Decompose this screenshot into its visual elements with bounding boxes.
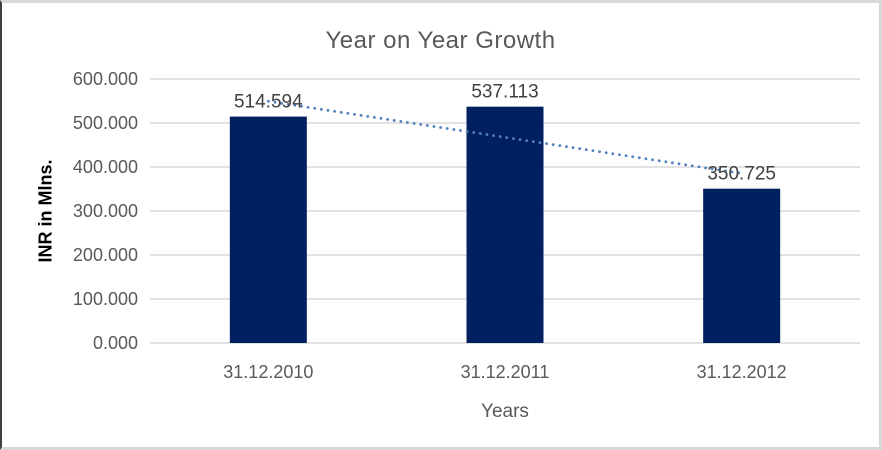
y-tick-label: 100.000: [73, 289, 138, 309]
y-tick-label: 200.000: [73, 245, 138, 265]
bar-data-label: 514.594: [234, 92, 303, 113]
y-tick-label: 600.000: [73, 69, 138, 89]
bar-data-label: 350.725: [707, 164, 776, 185]
trendline: [266, 99, 744, 175]
bar: [466, 106, 544, 343]
y-tick-label: 300.000: [73, 201, 138, 221]
x-axis-title: Years: [481, 401, 529, 422]
bar: [229, 116, 307, 343]
y-tick-label: 0.000: [93, 333, 138, 353]
bar: [703, 188, 781, 343]
x-tick-label: 31.12.2011: [461, 362, 550, 382]
chart-title: Year on Year Growth: [325, 27, 556, 54]
plot-area: 0.000 100.000 200.000 300.000 400.000 500.000…: [73, 69, 860, 382]
x-tick-label: 31.12.2012: [697, 362, 787, 382]
y-tick-label: 400.000: [73, 157, 138, 177]
y-tick-label: 500.000: [73, 113, 138, 133]
x-tick-label: 31.12.2010: [223, 362, 313, 382]
bar-data-label: 537.113: [471, 82, 538, 103]
